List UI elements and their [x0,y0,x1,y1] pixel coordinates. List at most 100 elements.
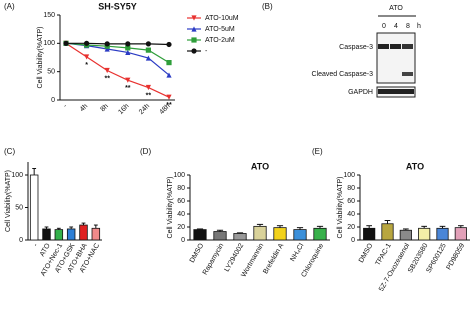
bar [193,229,207,241]
blot-column: h [417,23,421,30]
band [390,44,401,49]
bar [42,228,51,241]
marker [166,72,172,78]
band [378,44,389,49]
marker [125,41,131,47]
blot-row-label: Cleaved Caspase-3 [312,71,374,78]
y-axis-label: Cell Viability(%ATP) [337,177,344,239]
bar [454,227,467,241]
blot-column: 0 [382,23,386,30]
marker [125,77,131,83]
marker [63,40,69,46]
y-tick-label: 0 [51,97,55,104]
y-tick-label: 150 [43,12,55,19]
x-tick-label: LY294002 [224,242,246,273]
bar [363,227,376,241]
series-line [65,42,170,76]
marker [125,49,131,55]
marker [104,41,110,47]
bar [381,223,394,241]
marker [125,45,131,51]
bar [273,227,287,241]
y-tick-label: 80 [347,185,355,192]
x-tick-label: DMSO [358,242,375,264]
marker [84,54,90,60]
legend-label: ATO-5uM [205,26,235,33]
marker [104,46,110,52]
y-axis-label: Cell Viability(%ATP) [167,177,174,239]
blot-title: ATO [389,5,403,12]
bar [253,225,267,241]
y-axis-label: Cell Viability(%ATP) [5,170,12,232]
panel-label: (B) [262,2,273,11]
x-tick-label: NH₄Cl [289,242,305,263]
legend-marker [191,15,197,21]
marker [84,40,90,46]
panel-label: (A) [4,2,15,11]
significance-label: ** [166,102,172,109]
band [402,72,413,76]
y-tick-label: 80 [177,185,185,192]
panel-label: (E) [312,147,323,156]
y-tick-label: 60 [177,198,185,205]
marker [145,55,151,61]
bar [399,229,412,241]
band [402,44,413,49]
x-tick-label: 4h [79,103,90,114]
blot-column: 4 [394,23,398,30]
y-tick-label: 100 [43,40,55,47]
y-tick-label: 40 [177,211,185,218]
bar [54,229,64,241]
y-tick-label: 0 [351,237,355,244]
bar [29,174,39,241]
marker [104,67,110,74]
y-tick-label: 100 [173,172,185,179]
bar [436,227,449,241]
significance-label: ** [125,85,131,92]
y-tick-label: 100 [343,172,355,179]
y-tick-label: 50 [47,69,55,76]
bar [418,227,431,241]
y-tick-label: 0 [19,237,23,244]
legend-label: - [205,48,208,55]
x-tick-label: TPAC-1 [375,242,393,267]
chart-title: SH-SY5Y [98,1,137,11]
series-line [66,42,170,46]
x-tick-label: 16h [117,103,130,116]
bar [313,227,327,241]
blot-row-label: GAPDH [348,89,373,96]
blot-column: 8 [406,23,410,30]
y-tick-label: 40 [347,211,355,218]
band [378,89,414,94]
bar [213,231,227,241]
x-tick-label: Brefeldin A [262,242,285,275]
bar [233,233,247,241]
bar [293,229,307,241]
marker [145,47,151,53]
x-tick-label: Rapamycin [202,242,226,276]
y-axis-label: Cell Viability(%ATP) [37,27,44,89]
bar [79,224,88,241]
x-tick-label: 24h [138,103,151,116]
bar [66,228,76,241]
chart-title: ATO [406,161,424,171]
marker [166,41,172,48]
legend-marker [191,48,197,54]
significance-label: ** [146,92,152,99]
x-tick-label: 8h [99,103,110,114]
marker [166,60,172,66]
significance-label: * [85,62,88,69]
y-tick-label: 100 [11,172,23,179]
y-tick-label: 20 [347,224,355,231]
x-tick-label: - [32,242,40,248]
chart-title: ATO [251,161,269,171]
legend-marker [191,37,197,43]
marker [145,84,151,91]
y-tick-label: 20 [177,224,185,231]
bar [91,227,101,241]
x-tick-label: DMSO [189,242,206,264]
series-line [65,42,170,64]
legend-label: ATO-10uM [205,15,239,22]
legend-label: ATO-2uM [205,37,235,44]
